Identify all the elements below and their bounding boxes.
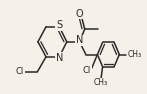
Text: Cl: Cl: [16, 67, 24, 76]
Text: CH₃: CH₃: [128, 50, 142, 59]
Text: O: O: [76, 9, 83, 19]
Text: CH₃: CH₃: [94, 78, 108, 87]
Text: Cl: Cl: [83, 66, 91, 75]
Text: N: N: [76, 35, 83, 45]
Text: S: S: [56, 20, 62, 30]
Text: N: N: [56, 53, 63, 63]
